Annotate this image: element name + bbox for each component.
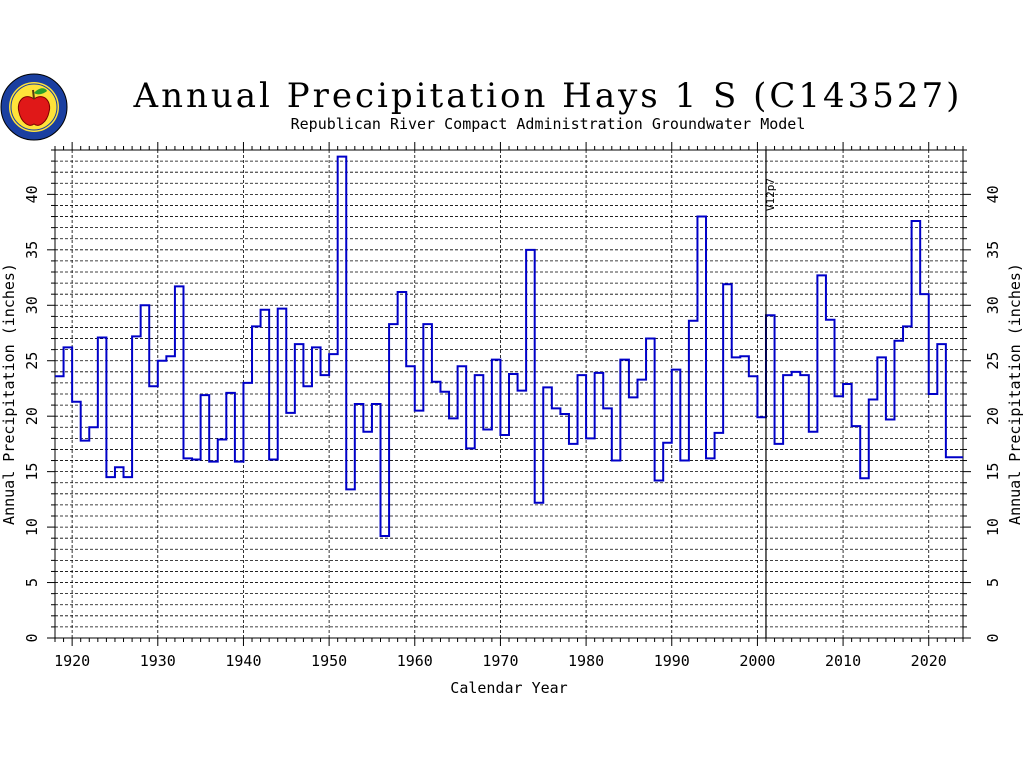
y-tick-label: 30 [23,296,41,314]
y-tick-label: 0 [23,633,41,642]
y-tick-label: 5 [984,578,1002,587]
y-tick-label: 35 [23,241,41,259]
y-tick-label: 40 [23,185,41,203]
x-tick-label: 1990 [654,652,690,670]
y-tick-label: 25 [984,352,1002,370]
y-axis-label-left: Annual Precipitation (inches) [0,263,18,525]
x-tick-label: 2000 [739,652,775,670]
x-axis-label: Calendar Year [450,679,567,697]
x-tick-label: 1940 [225,652,261,670]
x-tick-label: 1960 [397,652,433,670]
x-tick-label: 1950 [311,652,347,670]
chart-title: Annual Precipitation Hays 1 S (C143527) [133,76,963,116]
apple-logo-icon [0,73,68,141]
y-tick-label: 15 [23,463,41,481]
y-tick-label: 0 [984,633,1002,642]
y-tick-label: 10 [23,518,41,536]
y-tick-label: 40 [984,185,1002,203]
grid [55,150,963,638]
y-tick-label: 20 [984,407,1002,425]
y-axis-label-right: Annual Precipitation (inches) [1006,263,1024,525]
x-tick-label: 2010 [825,652,861,670]
x-tick-label: 1980 [568,652,604,670]
y-tick-label: 10 [984,518,1002,536]
x-tick-label: 1970 [482,652,518,670]
x-tick-label: 1920 [54,652,90,670]
y-tick-label: 25 [23,352,41,370]
precipitation-series [55,155,963,537]
annotation-label: V12p7 [764,178,777,211]
y-tick-label: 20 [23,407,41,425]
x-tick-label: 2020 [911,652,947,670]
y-tick-label: 35 [984,241,1002,259]
series-line [55,155,963,537]
x-tick-label: 1930 [140,652,176,670]
y-tick-label: 15 [984,463,1002,481]
annotation: V12p7 [764,150,777,638]
y-tick-label: 30 [984,296,1002,314]
y-tick-label: 5 [23,578,41,587]
chart-subtitle: Republican River Compact Administration … [291,115,806,133]
